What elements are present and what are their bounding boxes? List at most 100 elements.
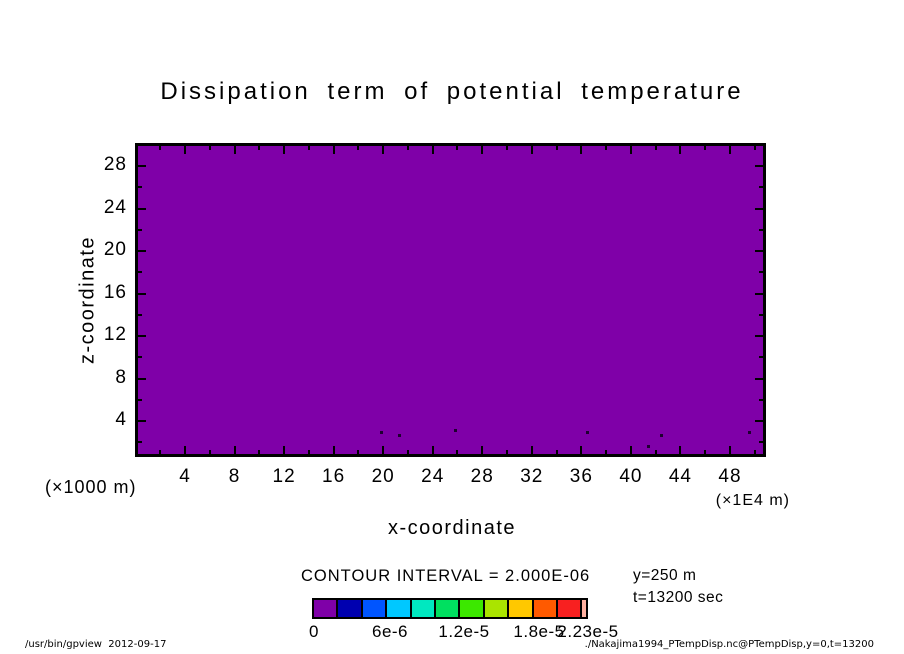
colorbar-cell [360, 600, 386, 617]
x-tick [431, 446, 434, 454]
x-tick [456, 450, 459, 454]
x-axis-unit-label: (×1E4 m) [715, 492, 790, 509]
z-tick [759, 313, 763, 316]
x-tick-label: 40 [619, 466, 643, 487]
x-tick-label: 48 [718, 466, 742, 487]
x-tick [233, 146, 236, 154]
colorbar-label: 1.2e-5 [438, 622, 490, 641]
colorbar-cell [336, 600, 361, 617]
x-tick-label: 16 [322, 466, 346, 487]
z-tick [138, 420, 146, 422]
colorbar-cell [507, 600, 532, 617]
x-tick [159, 146, 162, 150]
plot-area [135, 143, 766, 457]
x-tick [406, 146, 409, 150]
x-tick [208, 146, 211, 150]
colorbar-cell [433, 600, 459, 617]
z-tick [755, 207, 763, 210]
x-tick [629, 446, 632, 454]
x-tick [159, 450, 162, 454]
x-tick-label: 36 [569, 466, 593, 487]
x-tick [530, 446, 533, 454]
x-tick [332, 146, 335, 154]
chart-title: Dissipation term of potential temperatur… [160, 78, 744, 105]
colorbar-label: 2.23e-5 [557, 622, 619, 641]
x-tick [184, 446, 186, 454]
colorbar-cell [458, 600, 483, 617]
contour-speck [586, 431, 590, 435]
command-footer: /usr/bin/gpview 2012-09-17 [25, 639, 167, 650]
colorbar-label: 0 [309, 622, 319, 641]
colorbar-label: 6e-6 [371, 622, 409, 641]
x-tick [481, 446, 484, 454]
z-tick [138, 398, 142, 401]
x-tick-label: 24 [421, 466, 445, 487]
z-tick [755, 250, 763, 252]
x-tick [753, 450, 756, 454]
x-tick [481, 146, 484, 154]
x-tick [307, 450, 310, 454]
colorbar-cell [385, 600, 410, 617]
x-tick-label: 32 [520, 466, 544, 487]
x-tick [283, 146, 286, 154]
z-tick-label: 20 [103, 239, 127, 260]
x-tick [431, 146, 434, 154]
colorbar-cell [482, 600, 508, 617]
z-tick-label: 24 [103, 196, 127, 218]
x-tick [629, 146, 632, 154]
x-tick [506, 146, 509, 150]
z-tick [138, 271, 142, 274]
z-tick [138, 335, 146, 337]
x-tick-label: 4 [179, 466, 191, 487]
x-tick [456, 146, 459, 150]
x-tick [382, 446, 385, 454]
x-tick [728, 146, 731, 154]
z-tick [138, 441, 142, 444]
contour-speck [748, 431, 752, 435]
z-tick [138, 250, 146, 252]
x-tick [654, 146, 657, 150]
contour-speck [660, 434, 664, 438]
x-tick [208, 450, 211, 454]
z-tick-label: 28 [103, 154, 127, 175]
x-tick [679, 146, 682, 154]
x-tick [704, 450, 707, 454]
x-tick [357, 450, 360, 454]
z-tick [755, 292, 763, 295]
z-tick [138, 165, 146, 167]
z-tick [138, 313, 142, 316]
x-tick [406, 450, 409, 454]
x-tick [184, 146, 186, 154]
colorbar-cell [531, 600, 556, 617]
z-tick [759, 228, 763, 231]
z-tick-label: 4 [115, 409, 127, 430]
z-tick-label: 8 [115, 366, 127, 388]
colorbar-cell [555, 600, 581, 617]
z-tick [138, 356, 142, 359]
x-tick [753, 146, 756, 150]
z-tick [755, 335, 763, 337]
x-tick [382, 146, 385, 154]
x-tick [283, 446, 286, 454]
x-tick-label: 44 [668, 466, 692, 487]
x-tick [233, 446, 236, 454]
x-tick [506, 450, 509, 454]
x-tick [307, 146, 310, 150]
z-tick [138, 292, 146, 295]
x-tick [530, 146, 533, 154]
z-tick [138, 377, 146, 380]
z-tick [759, 271, 763, 274]
x-tick [555, 146, 558, 150]
z-tick-label: 12 [103, 324, 127, 345]
z-tick [138, 186, 142, 189]
colorbar [312, 598, 588, 619]
x-tick-label: 12 [272, 466, 296, 487]
z-tick [755, 420, 763, 422]
colorbar-cell [314, 600, 337, 617]
x-tick-label: 8 [228, 466, 241, 487]
z-tick-label: 16 [103, 281, 127, 303]
x-tick [605, 146, 608, 150]
datafile-footer: ./Nakajima1994_PTempDisp.nc@PTempDisp,y=… [584, 639, 874, 650]
z-tick [759, 356, 763, 359]
